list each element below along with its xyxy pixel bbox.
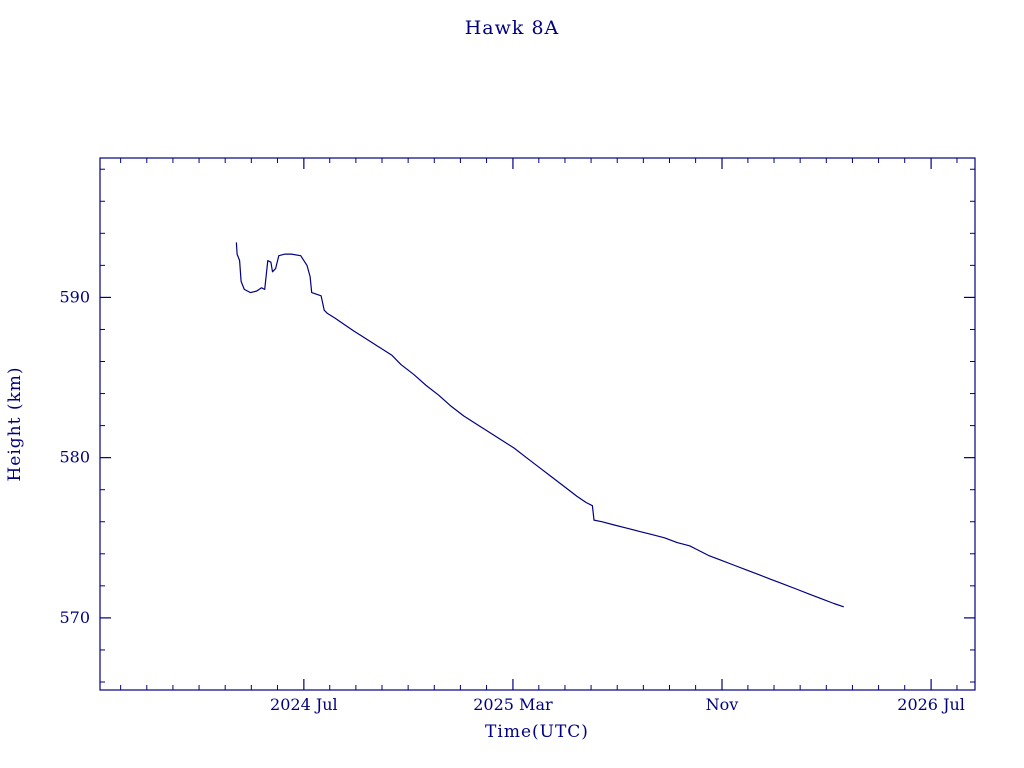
data-line-height <box>235 242 844 608</box>
x-tick-label: 2024 Jul <box>270 695 338 714</box>
x-tick-label: 2025 Mar <box>473 695 553 714</box>
plot-frame <box>99 157 976 691</box>
x-axis-label: Time(UTC) <box>485 722 589 742</box>
y-tick-label: 580 <box>59 448 90 467</box>
x-tick-label: 2026 Jul <box>897 695 965 714</box>
y-tick-label: 570 <box>59 608 90 627</box>
chart-title: Hawk 8A <box>465 17 560 39</box>
x-tick-label: Nov <box>706 695 739 714</box>
y-axis-label: Height (km) <box>5 366 25 481</box>
y-tick-label: 590 <box>59 287 90 306</box>
plot-area: 2024 Jul 2025 Mar Nov 2026 Jul 570 580 590 <box>59 157 976 714</box>
